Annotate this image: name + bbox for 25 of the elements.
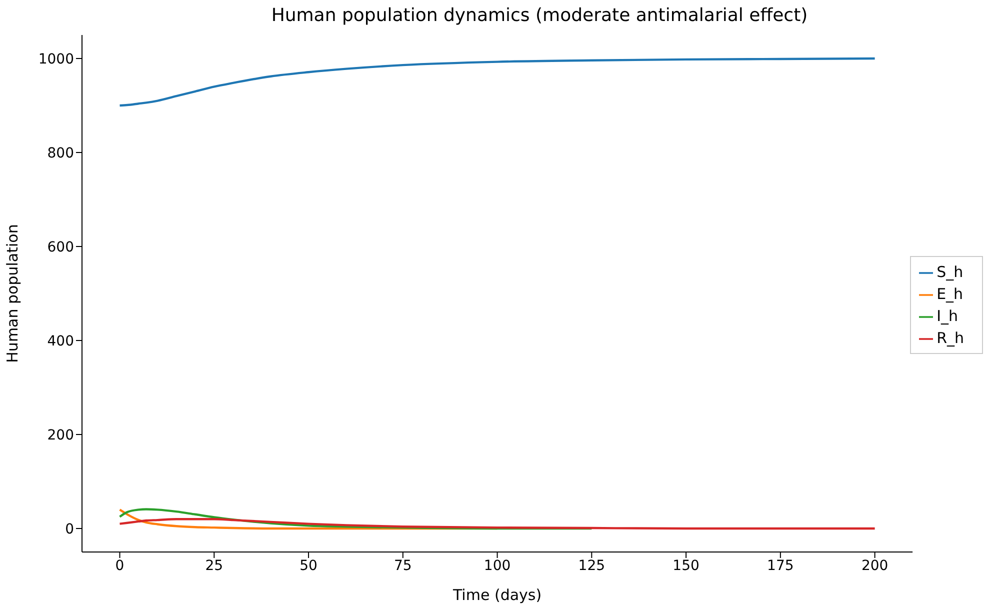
- y-tick-label: 0: [65, 521, 74, 538]
- y-tick-label: 1000: [38, 51, 74, 68]
- y-tick-label: 800: [47, 145, 74, 162]
- legend-label: E_h: [936, 285, 964, 303]
- x-tick-label: 50: [300, 558, 318, 574]
- x-tick-label: 150: [672, 558, 700, 574]
- chart-title: Human population dynamics (moderate antimalarial effect): [270, 5, 809, 26]
- line-series: [118, 57, 876, 107]
- x-tick-label: 75: [394, 558, 412, 574]
- x-tick-label: 100: [484, 558, 511, 574]
- legend-label: R_h: [936, 329, 964, 347]
- y-axis-title: Human population: [3, 224, 22, 363]
- x-tick-label: 0: [115, 558, 124, 574]
- line-series: [118, 508, 593, 530]
- legend-label: S_h: [936, 263, 964, 281]
- x-tick-label: 200: [861, 558, 888, 574]
- line-series: [118, 518, 876, 530]
- y-tick-label: 400: [47, 333, 74, 350]
- x-tick-label: 25: [205, 558, 224, 574]
- y-tick-label: 600: [47, 239, 74, 256]
- y-tick-label: 200: [47, 427, 74, 444]
- x-tick-label: 175: [767, 558, 794, 574]
- x-tick-label: 125: [578, 558, 606, 574]
- x-axis-title: Time (days): [452, 586, 542, 604]
- legend-label: I_h: [936, 307, 958, 325]
